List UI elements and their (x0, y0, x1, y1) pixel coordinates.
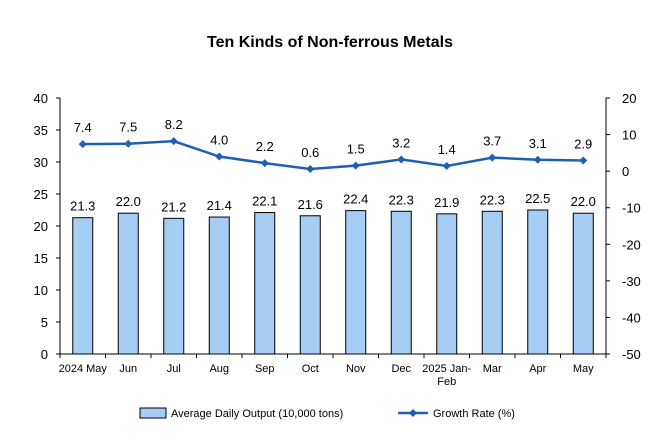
growth-rate-point (306, 164, 315, 173)
x-category-label: 2025 Jan- (422, 363, 471, 375)
left-tick-label: 10 (34, 283, 48, 298)
bar (436, 213, 458, 355)
bar-value-label: 22.4 (343, 192, 368, 207)
bar-value-label: 22.0 (116, 194, 141, 209)
x-category-label: May (573, 363, 594, 375)
growth-rate-label: 2.9 (574, 137, 592, 152)
bar-value-label: 22.0 (571, 194, 596, 209)
growth-rate-label: 3.7 (483, 134, 501, 149)
bar-value-label: 22.1 (252, 194, 277, 209)
bar (254, 212, 276, 355)
bar (345, 210, 367, 355)
growth-rate-label: 7.4 (74, 120, 92, 135)
right-tick-label: -30 (622, 274, 641, 289)
right-tick-label: -20 (622, 237, 641, 252)
growth-rate-point (351, 161, 360, 170)
growth-rate-label: 3.2 (392, 135, 410, 150)
bar-value-label: 22.3 (480, 192, 505, 207)
x-category-label: Jun (119, 363, 137, 375)
legend-line-marker (409, 409, 417, 417)
growth-rate-point (579, 156, 588, 165)
x-category-label: Jul (167, 363, 181, 375)
x-category-label: Aug (209, 363, 229, 375)
growth-rate-point (488, 153, 497, 162)
growth-rate-label: 2.2 (256, 139, 274, 154)
bar (481, 210, 503, 355)
bar-value-label: 21.3 (70, 199, 95, 214)
bar-value-label: 21.6 (298, 197, 323, 212)
left-tick-label: 40 (34, 91, 48, 106)
bar (572, 212, 594, 355)
growth-rate-label: 1.5 (347, 142, 365, 157)
growth-rate-line (82, 139, 584, 171)
right-tick-label: -10 (622, 201, 641, 216)
growth-rate-label: 1.4 (438, 142, 456, 157)
legend-bar-swatch (139, 407, 167, 419)
legend-line-label: Growth Rate (%) (433, 408, 515, 420)
bar (299, 215, 321, 355)
x-category-label: Sep (255, 363, 275, 375)
growth-rate-point (215, 152, 224, 161)
x-category-label: Nov (346, 363, 366, 375)
left-tick-label: 20 (34, 219, 48, 234)
left-tick-label: 0 (41, 347, 48, 362)
right-tick-label: -40 (622, 310, 641, 325)
x-category-label: Oct (302, 363, 319, 375)
left-tick-label: 35 (34, 123, 48, 138)
left-tick-label: 25 (34, 187, 48, 202)
bar-value-label: 22.5 (525, 191, 550, 206)
left-tick-label: 30 (34, 155, 48, 170)
growth-rate-point (124, 139, 133, 148)
right-tick-label: 20 (622, 91, 636, 106)
chart-title: Ten Kinds of Non-ferrous Metals (207, 34, 453, 51)
bar (117, 212, 139, 355)
x-category-label: 2024 May (59, 363, 108, 375)
bar (163, 217, 185, 355)
bar-value-label: 21.4 (207, 198, 232, 213)
growth-rate-point (169, 137, 178, 146)
growth-rate-label: 8.2 (165, 117, 183, 132)
growth-rate-label: 4.0 (210, 133, 228, 148)
right-tick-label: -50 (622, 347, 641, 362)
growth-rate-point (533, 155, 542, 164)
right-tick-label: 10 (622, 128, 636, 143)
growth-rate-point (397, 155, 406, 164)
bar-value-label: 21.2 (161, 199, 186, 214)
right-tick-label: 0 (622, 164, 629, 179)
left-tick-label: 5 (41, 315, 48, 330)
x-category-label: Apr (529, 363, 546, 375)
x-category-label: Mar (483, 363, 502, 375)
bar (208, 216, 230, 355)
x-category-label: Feb (437, 376, 456, 388)
growth-rate-point (78, 140, 87, 149)
growth-rate-label: 0.6 (301, 145, 319, 160)
bar-value-label: 22.3 (389, 192, 414, 207)
bar-value-label: 21.9 (434, 195, 459, 210)
growth-rate-label: 3.1 (529, 136, 547, 151)
left-tick-label: 15 (34, 251, 48, 266)
bar (72, 217, 94, 355)
growth-rate-point (442, 162, 451, 171)
growth-rate-point (260, 159, 269, 168)
growth-rate-label: 7.5 (119, 120, 137, 135)
bar (527, 209, 549, 355)
x-category-label: Dec (391, 363, 411, 375)
legend-bar-label: Average Daily Output (10,000 tons) (171, 408, 343, 420)
bar (390, 210, 412, 355)
